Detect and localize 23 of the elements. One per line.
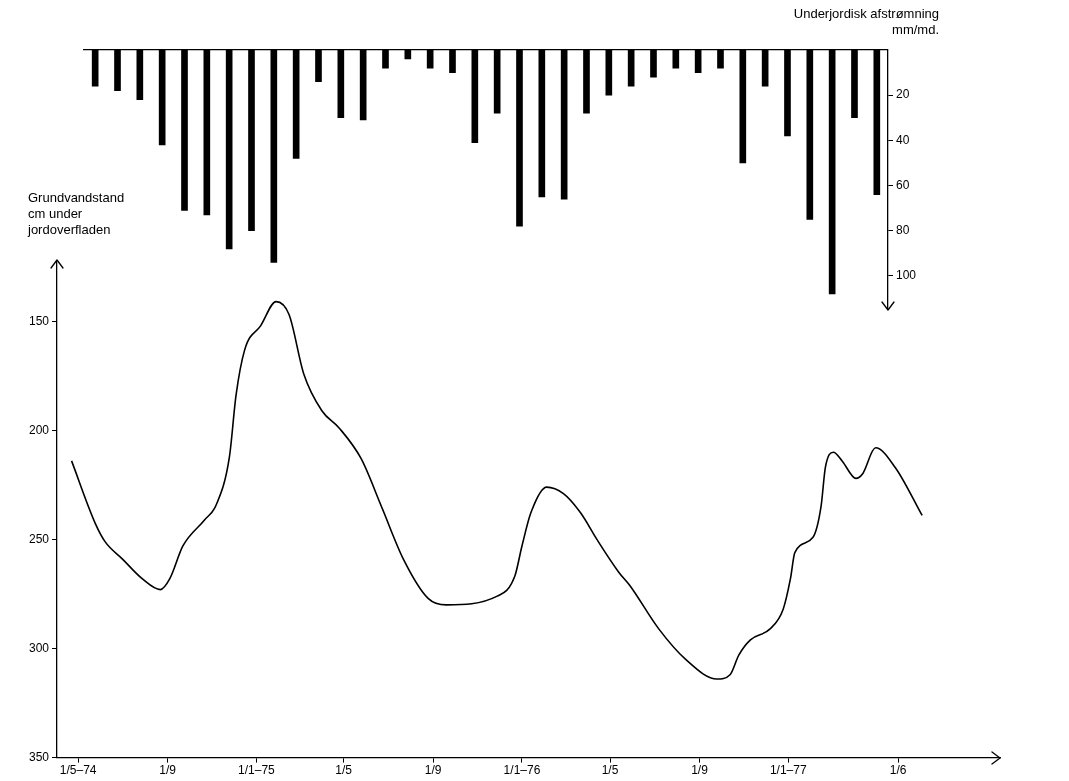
y-tick-label: 40 (895, 132, 910, 147)
x-tick-label: 1/9 (691, 763, 709, 778)
x-tick-label: 1/1–75 (238, 763, 276, 778)
y-tick-label: 350 (28, 749, 50, 764)
y-tick-label: 80 (895, 223, 910, 238)
x-tick-label: 1/5 (335, 763, 353, 778)
y-tick-label: 20 (895, 87, 910, 102)
y-tick-label: 250 (28, 531, 50, 546)
x-tick-label: 1/1–77 (769, 763, 807, 778)
y-tick-label: 150 (28, 313, 50, 328)
y-tick-label: 200 (28, 422, 50, 437)
x-tick-label: 1/9 (424, 763, 442, 778)
y-axis-title: Grundvandstand cm under jordoverfladen (28, 190, 125, 238)
y-axis-title: Underjordisk afstrømning mm/md. (793, 6, 939, 38)
x-tick-label: 1/6 (889, 763, 907, 778)
y-tick-label: 60 (895, 177, 910, 192)
x-tick-label: 1/9 (159, 763, 177, 778)
x-tick-label: 1/5 (601, 763, 619, 778)
x-tick-label: 1/5–74 (59, 763, 97, 778)
line-series (70, 300, 923, 680)
y-tick-label: 300 (28, 640, 50, 655)
y-tick-label: 100 (895, 268, 917, 283)
x-tick-label: 1/1–76 (503, 763, 541, 778)
